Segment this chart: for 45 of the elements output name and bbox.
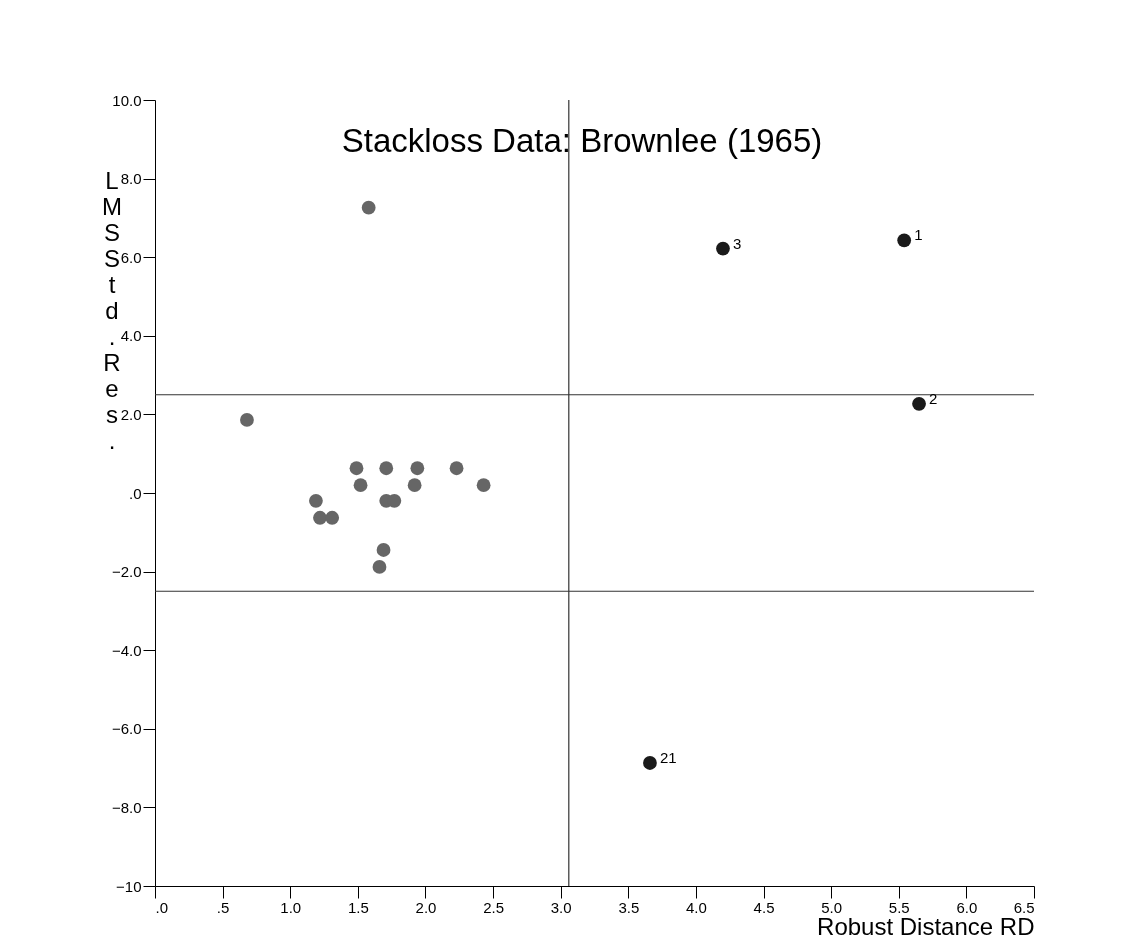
y-tick-label: −6.0 — [111, 720, 142, 738]
annotation: 2 — [929, 389, 938, 407]
y-tick-label: 2.0 — [120, 405, 142, 423]
point — [240, 413, 254, 427]
text: LMS Std. Res. — [102, 167, 122, 454]
point — [897, 233, 912, 248]
x-tick-label: 4.5 — [753, 898, 775, 916]
y-tick-label: 6.0 — [120, 248, 142, 266]
x-tick-label: .0 — [155, 898, 169, 916]
x-tick-label: 2.5 — [483, 898, 505, 916]
x-tick-label: 1.5 — [347, 898, 369, 916]
point — [410, 461, 425, 476]
x-tick-label: 4.0 — [685, 898, 707, 916]
point — [449, 461, 464, 476]
y-tick-label: 10.0 — [112, 91, 142, 109]
point — [912, 396, 926, 411]
x-tick-label: 3.5 — [618, 898, 640, 916]
x-tick-label: 2.0 — [415, 898, 437, 916]
text: Stackloss Data: Brownlee (1965) — [341, 122, 823, 159]
x-tick-label: 3.0 — [550, 898, 572, 916]
x-tick-label: 1.0 — [280, 898, 302, 916]
annotation: 3 — [732, 234, 742, 252]
point — [407, 478, 422, 493]
point — [372, 560, 387, 574]
point — [353, 478, 368, 493]
y-tick-label: .0 — [128, 484, 142, 502]
point — [325, 510, 340, 525]
point — [309, 493, 323, 508]
annotation: 1 — [914, 226, 923, 244]
point — [376, 543, 391, 557]
y-tick-label: 8.0 — [120, 170, 142, 188]
annotation: 21 — [659, 748, 677, 766]
point — [379, 461, 394, 476]
x-tick-label: .5 — [216, 898, 230, 916]
point — [476, 478, 491, 493]
point — [349, 461, 364, 476]
y-tick-label: −4.0 — [111, 641, 142, 659]
y-tick-label: 4.0 — [120, 327, 142, 345]
point — [643, 756, 657, 770]
y-tick-label: −2.0 — [111, 563, 142, 581]
point — [361, 200, 376, 215]
point — [313, 510, 327, 525]
y-tick-label: −10 — [116, 877, 142, 895]
y-tick-label: −8.0 — [111, 798, 142, 816]
point — [716, 241, 730, 256]
